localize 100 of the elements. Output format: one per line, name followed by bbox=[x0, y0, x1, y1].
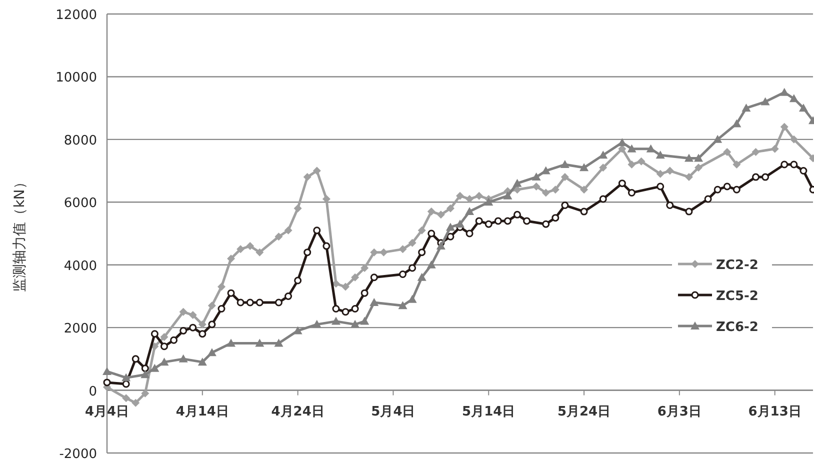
point bbox=[551, 186, 560, 194]
point bbox=[618, 138, 627, 146]
legend-label: ZC5-2 bbox=[716, 289, 758, 304]
x-tick-label: 4月24日 bbox=[271, 404, 324, 420]
point bbox=[398, 245, 407, 254]
point bbox=[217, 282, 226, 291]
point bbox=[560, 173, 569, 182]
point bbox=[160, 358, 169, 366]
point bbox=[484, 198, 494, 206]
point bbox=[178, 354, 188, 362]
point bbox=[274, 338, 284, 347]
y-tick-label: 12000 bbox=[56, 8, 97, 23]
point bbox=[426, 260, 436, 268]
point bbox=[580, 163, 589, 172]
point bbox=[694, 154, 704, 162]
point bbox=[503, 191, 512, 200]
point bbox=[723, 148, 732, 156]
point bbox=[360, 316, 370, 325]
y-tick-label: 0 bbox=[88, 384, 97, 400]
point bbox=[732, 160, 741, 169]
point bbox=[446, 204, 454, 212]
point bbox=[656, 150, 665, 159]
y-tick-label: -2000 bbox=[59, 447, 97, 461]
point bbox=[380, 248, 388, 256]
point bbox=[466, 195, 474, 204]
point bbox=[408, 238, 416, 247]
point bbox=[742, 104, 751, 112]
point bbox=[656, 170, 664, 178]
point bbox=[246, 242, 254, 250]
point bbox=[446, 222, 455, 231]
point bbox=[398, 301, 408, 310]
point bbox=[256, 248, 264, 256]
point bbox=[637, 157, 646, 166]
x-tick-label: 4月4日 bbox=[84, 404, 130, 420]
point bbox=[770, 144, 779, 153]
point bbox=[122, 394, 130, 402]
point bbox=[532, 182, 540, 190]
y-tick-label: 2000 bbox=[64, 322, 97, 337]
point bbox=[132, 398, 140, 407]
point bbox=[418, 226, 426, 234]
point bbox=[350, 320, 360, 328]
point bbox=[141, 389, 150, 398]
point bbox=[188, 311, 197, 320]
point bbox=[351, 273, 360, 282]
point bbox=[475, 192, 484, 200]
point bbox=[370, 298, 379, 306]
point bbox=[303, 173, 312, 182]
point bbox=[236, 245, 245, 254]
legend-label: ZC2-2 bbox=[716, 258, 758, 273]
point bbox=[542, 188, 550, 197]
point bbox=[436, 210, 445, 219]
point bbox=[198, 320, 206, 328]
point bbox=[360, 264, 369, 272]
x-tick-label: 6月3日 bbox=[657, 404, 702, 420]
y-tick-label: 8000 bbox=[64, 133, 97, 148]
x-tick-label: 4月14日 bbox=[176, 404, 229, 420]
point bbox=[465, 207, 474, 216]
point bbox=[780, 122, 788, 131]
point bbox=[684, 154, 694, 162]
point bbox=[798, 104, 808, 112]
point bbox=[598, 150, 608, 159]
point bbox=[417, 272, 426, 281]
point bbox=[580, 186, 588, 194]
point bbox=[102, 366, 112, 375]
point bbox=[122, 373, 131, 382]
point bbox=[684, 173, 693, 182]
point bbox=[226, 338, 236, 347]
point bbox=[198, 358, 207, 366]
point bbox=[752, 148, 760, 156]
point bbox=[599, 164, 608, 172]
point bbox=[312, 320, 322, 328]
x-tick-label: 5月24日 bbox=[557, 404, 611, 420]
y-axis-title: 监测轴力值（kN） bbox=[12, 175, 28, 292]
point bbox=[140, 370, 150, 378]
point bbox=[560, 160, 570, 168]
legend-label: ZC6-2 bbox=[716, 320, 758, 335]
point bbox=[208, 302, 216, 310]
y-tick-label: 6000 bbox=[64, 196, 97, 212]
point bbox=[532, 172, 541, 181]
point bbox=[666, 166, 674, 175]
point bbox=[312, 166, 321, 175]
point bbox=[456, 220, 464, 228]
x-tick-label: 5月14日 bbox=[462, 404, 516, 420]
point bbox=[427, 208, 436, 216]
y-tick-label: 10000 bbox=[56, 70, 97, 86]
point bbox=[207, 348, 216, 356]
point bbox=[284, 226, 292, 234]
point bbox=[627, 144, 636, 152]
x-tick-label: 6月13日 bbox=[748, 404, 802, 420]
point bbox=[294, 204, 302, 212]
point bbox=[713, 134, 722, 143]
point bbox=[179, 308, 188, 316]
y-tick-label: 4000 bbox=[64, 258, 97, 274]
point bbox=[512, 178, 522, 187]
point bbox=[274, 232, 283, 241]
point bbox=[331, 316, 340, 325]
point bbox=[694, 164, 703, 172]
point bbox=[255, 338, 264, 347]
point bbox=[760, 97, 770, 106]
point bbox=[790, 135, 798, 144]
